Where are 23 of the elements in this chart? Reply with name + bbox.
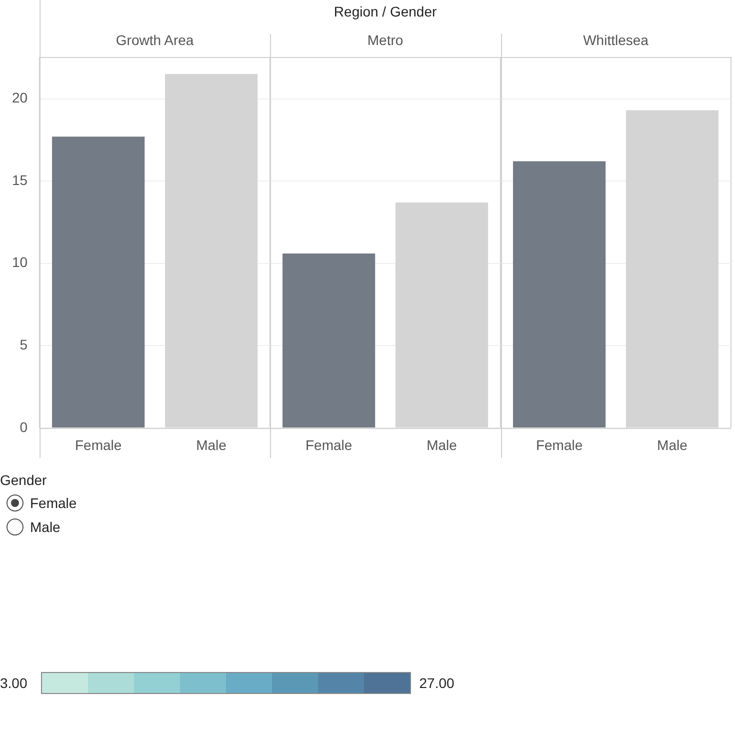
y-tick-label: 10: [12, 254, 28, 270]
x-tick-label: Metro: [367, 32, 404, 48]
text: Male: [657, 436, 688, 453]
text: Female: [30, 495, 77, 511]
legend-title: Gender: [0, 472, 48, 488]
text: Female: [305, 436, 352, 453]
series-label: Female: [75, 436, 122, 453]
y-tick-label: 15: [12, 172, 28, 188]
bar: [282, 254, 376, 428]
x-tick-label: Whittlesea: [583, 32, 649, 48]
x-axis-title: Region / Gender: [334, 3, 437, 20]
y-tick-label: 5: [20, 336, 28, 353]
y-tick-label: 20: [12, 90, 28, 106]
text: 3.00: [0, 675, 28, 691]
bar: [52, 136, 145, 428]
text: Male: [426, 436, 457, 453]
text: Female: [536, 436, 583, 453]
bar: [512, 161, 606, 428]
series-label: Male: [196, 436, 227, 453]
text: 27.00: [419, 675, 454, 691]
text: Male: [30, 519, 60, 535]
x-tick-label: Growth Area: [116, 32, 194, 48]
y-tick-label: 0: [20, 418, 28, 435]
